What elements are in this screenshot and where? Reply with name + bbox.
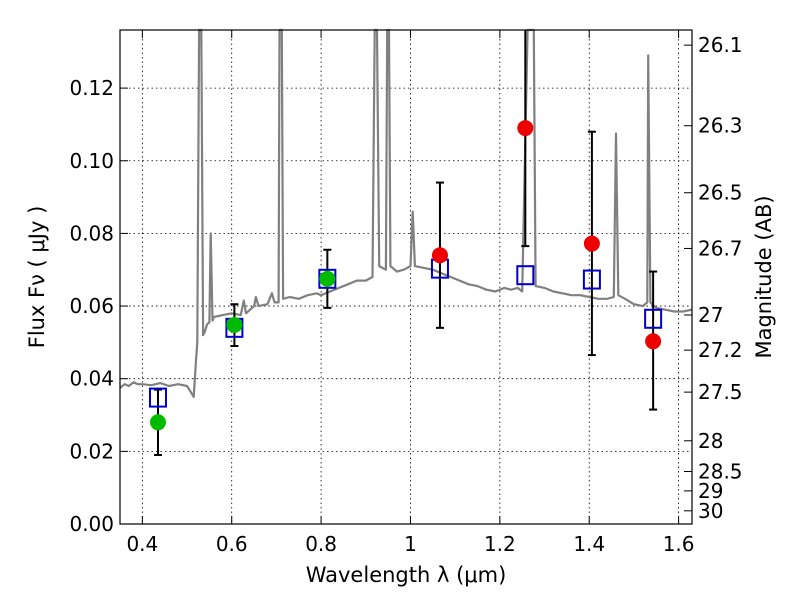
- model-photometry-square: [516, 265, 535, 286]
- x-tick-label: 0.8: [305, 532, 337, 556]
- y2-tick-label: 26.5: [698, 181, 743, 205]
- plot-frame: [119, 29, 693, 525]
- measurement-point: [583, 235, 600, 252]
- plot-background: [120, 30, 692, 524]
- model-spectrum-layer: [119, 28, 693, 398]
- y-tick-label: 0.12: [69, 76, 114, 100]
- y2-tick-label: 27.2: [698, 338, 743, 362]
- detection-point: [149, 414, 166, 431]
- measurement-point: [645, 333, 662, 350]
- x-tick-label: 1: [404, 532, 417, 556]
- y2-tick-label: 28.5: [698, 459, 743, 483]
- detection-point: [319, 270, 336, 287]
- x-tick-label: 1.2: [484, 532, 516, 556]
- measurement-point: [517, 120, 534, 137]
- model-photometry-square: [582, 269, 601, 290]
- model-photometry-square: [148, 387, 167, 408]
- y2-tick-label: 28: [698, 429, 723, 453]
- y2-axis-label: Magnitude (AB): [752, 195, 776, 358]
- detection-point: [226, 316, 243, 333]
- y2-tick-label: 26.7: [698, 236, 743, 260]
- x-axis: 0.4 0.6 0.8 1 1.2 1.4 1.6: [126, 30, 695, 556]
- model-photometry-square: [644, 308, 663, 329]
- x-tick-label: 1.4: [573, 532, 605, 556]
- y2-tick-label: 26.3: [698, 114, 743, 138]
- x-tick-label: 1.6: [663, 532, 695, 556]
- y-tick-label: 0.00: [69, 512, 114, 536]
- x-tick-label: 0.6: [216, 532, 248, 556]
- y-tick-label: 0.06: [69, 294, 114, 318]
- y-axis-label: Flux Fν ( μJy ): [25, 206, 49, 349]
- y2-tick-label: 27: [698, 303, 723, 327]
- y-tick-label: 0.08: [69, 221, 114, 245]
- model-spectrum-line: [119, 28, 693, 398]
- y2-tick-label: 30: [698, 499, 723, 523]
- markers-layer: [148, 120, 663, 431]
- y2-tick-label: 26.1: [698, 33, 743, 57]
- y-tick-label: 0.10: [69, 149, 114, 173]
- x-axis-label: Wavelength λ (μm): [306, 563, 507, 587]
- x-tick-label: 0.4: [126, 532, 158, 556]
- y-tick-label: 0.04: [69, 367, 114, 391]
- y2-tick-label: 27.5: [698, 380, 743, 404]
- y-tick-label: 0.02: [69, 439, 114, 463]
- y2-tick-label: 29: [698, 479, 723, 503]
- y-axis: 0.00 0.02 0.04 0.06 0.08 0.10 0.12: [69, 76, 128, 536]
- measurement-point: [431, 247, 448, 264]
